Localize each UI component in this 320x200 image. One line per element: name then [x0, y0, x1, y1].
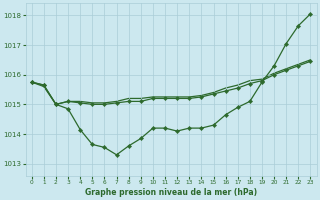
X-axis label: Graphe pression niveau de la mer (hPa): Graphe pression niveau de la mer (hPa) — [85, 188, 257, 197]
